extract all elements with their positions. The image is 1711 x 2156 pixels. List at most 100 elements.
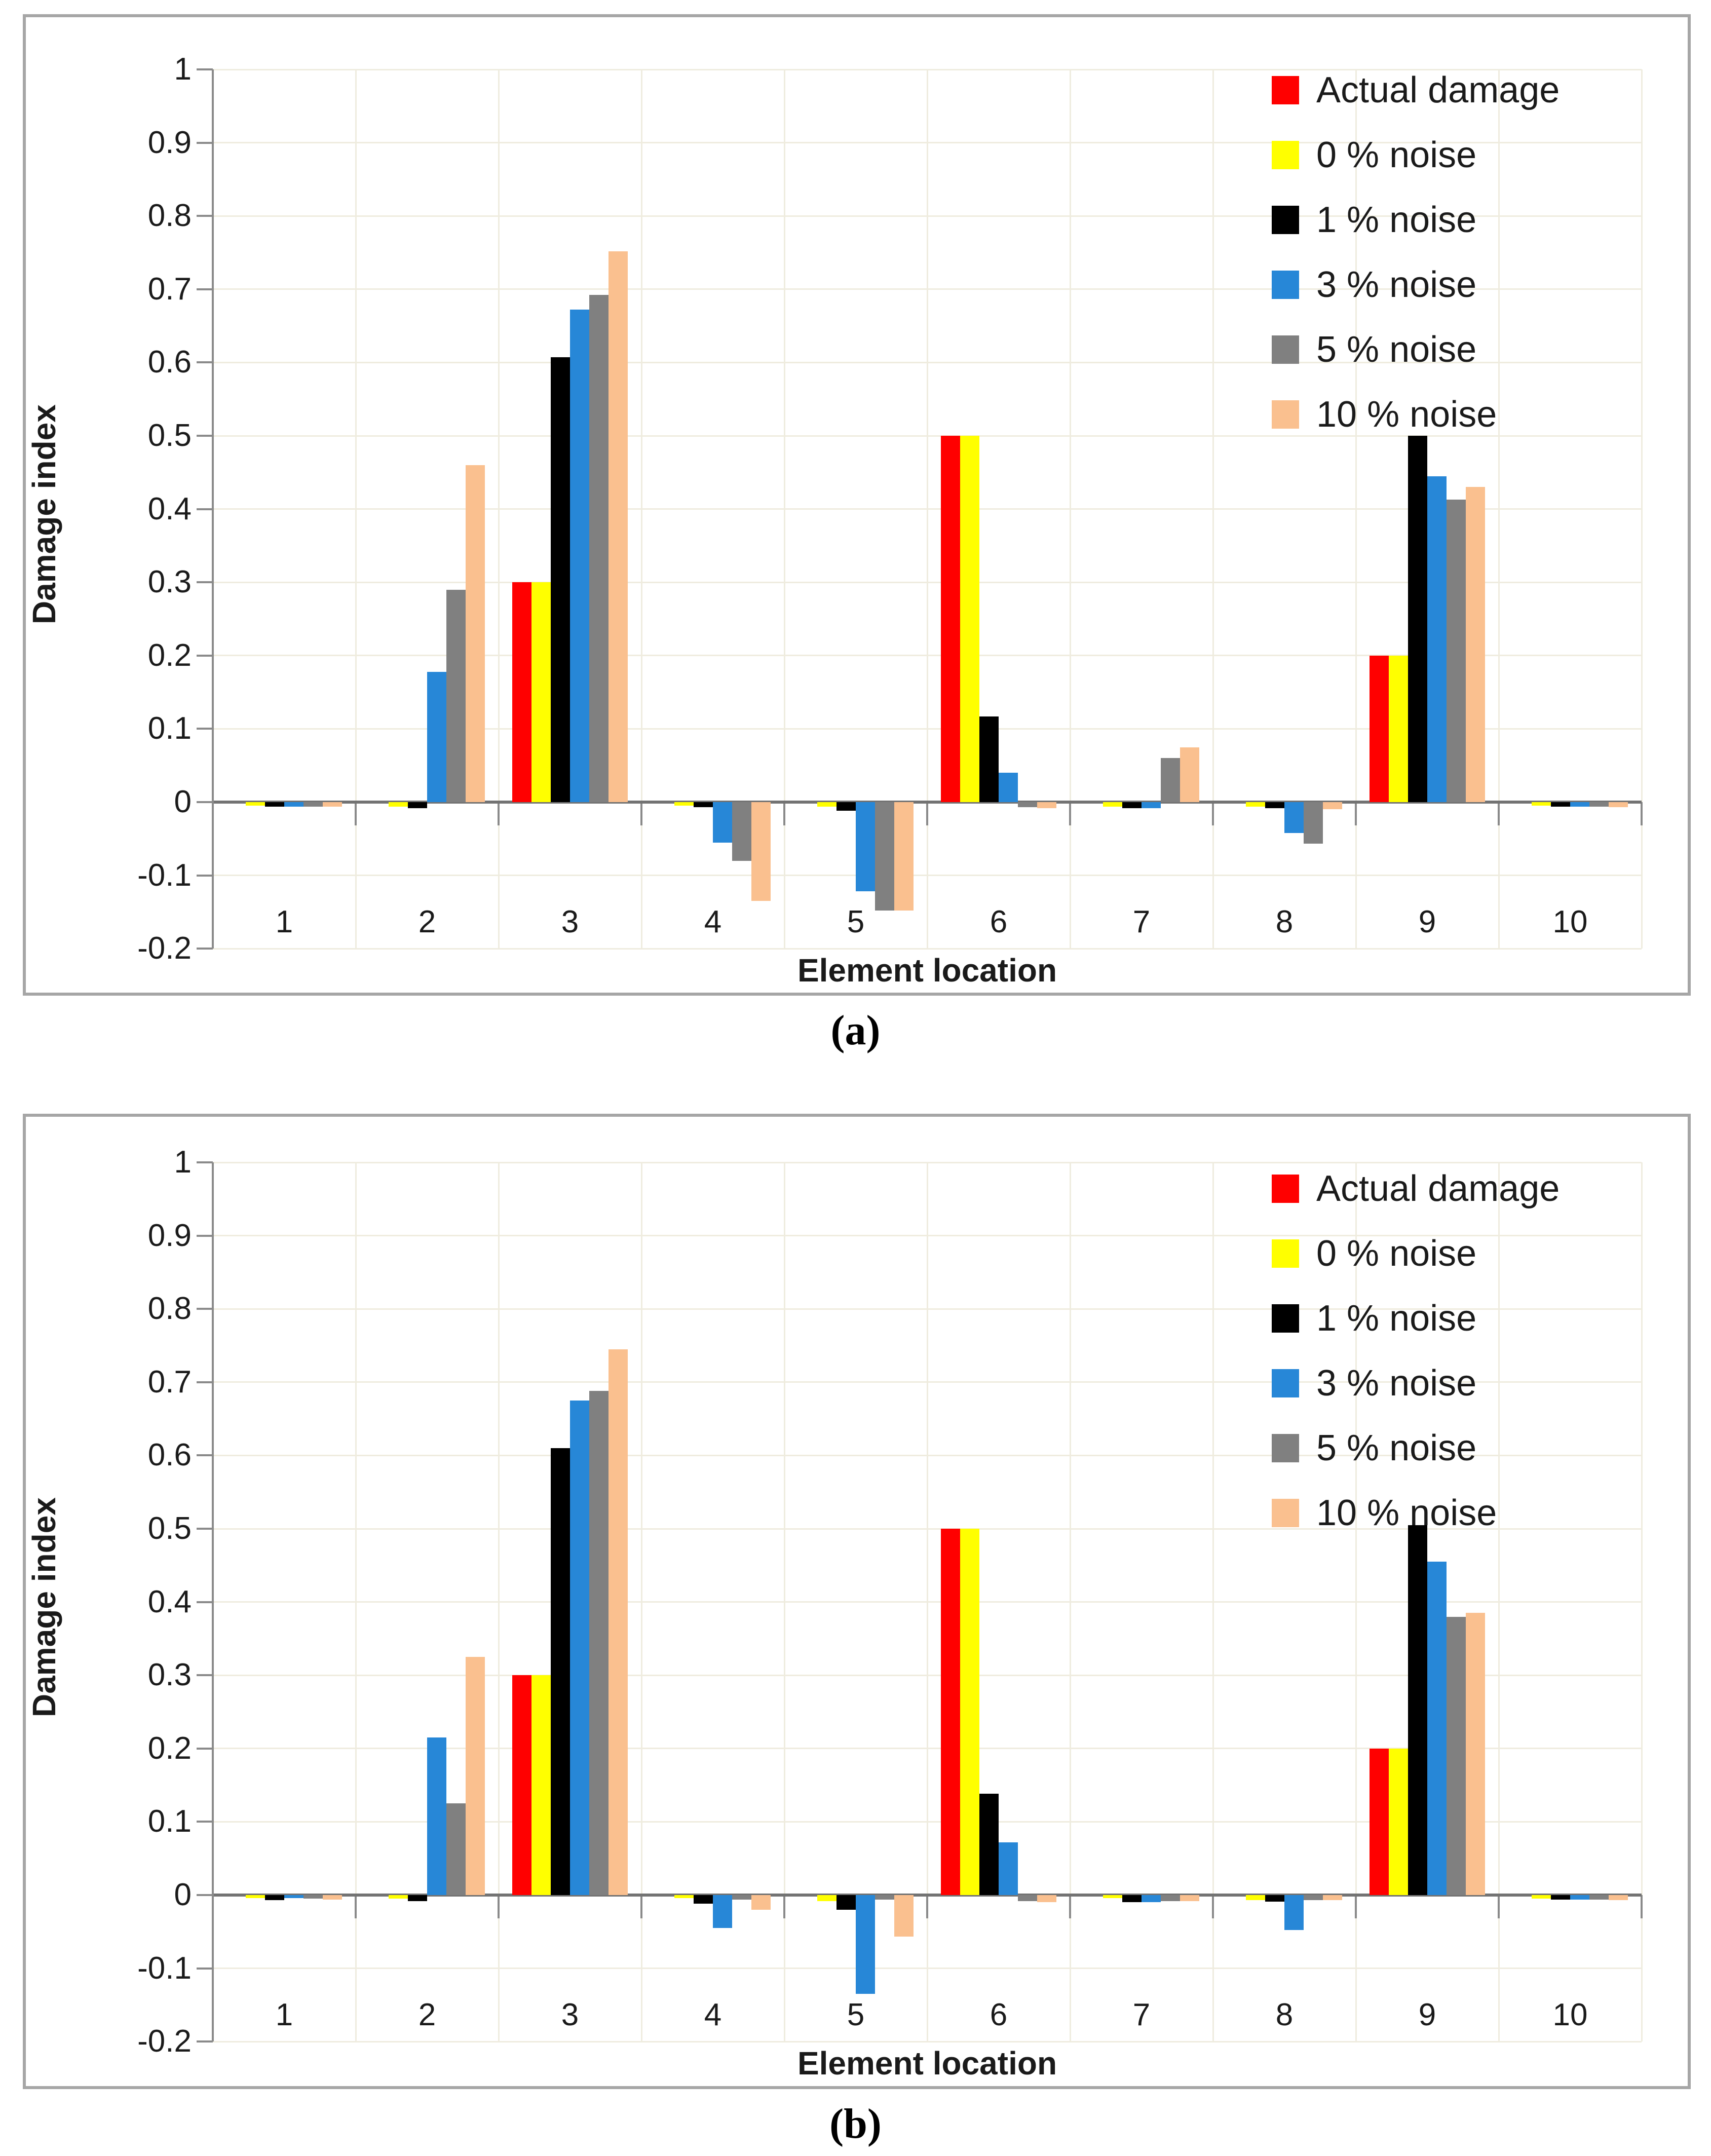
y-tick-label: 0.9 (147, 1218, 192, 1253)
legend-label: Actual damage (1316, 1168, 1560, 1209)
bar-0-noise-el4 (674, 1895, 694, 1898)
x-tick-label: 9 (1418, 904, 1436, 939)
bar-5-noise-el3 (589, 1391, 609, 1895)
bar-1-noise-el10 (1551, 1895, 1570, 1900)
x-tick-label: 7 (1132, 904, 1151, 939)
legend-item: 0 % noise (1272, 137, 1560, 173)
bar-3-noise-el10 (1570, 1895, 1589, 1900)
plot-area-b: 1 0.9 0.8 0.7 0.6 0.5 0.4 0.3 0.2 0.1 0 -0.1 -0.2 1 2 3… (137, 1145, 1643, 2059)
y-axis-tick (197, 948, 213, 950)
bar-5-noise-el10 (1589, 802, 1609, 807)
bar-actual-damage-el3 (512, 1675, 531, 1895)
x-tick-label: 3 (561, 1997, 579, 2032)
legend-swatch-icon (1272, 1304, 1299, 1333)
bar-0-noise-el7 (1103, 802, 1122, 807)
legend-swatch-icon (1272, 1369, 1299, 1397)
bar-10-noise-el10 (1609, 1895, 1628, 1901)
y-axis-title-b: Damage index (26, 1497, 62, 1717)
x-axis-tick (783, 802, 785, 825)
y-axis-tick (197, 654, 213, 657)
horizontal-gridline (213, 1968, 1642, 1970)
bar-5-noise-el9 (1447, 1616, 1466, 1895)
y-axis-tick (197, 1894, 213, 1896)
bar-3-noise-el3 (570, 1400, 589, 1895)
bar-1-noise-el4 (694, 802, 713, 808)
bar-actual-damage-el3 (512, 582, 531, 802)
horizontal-gridline (213, 728, 1642, 730)
y-axis-tick (197, 1308, 213, 1310)
y-axis-tick (197, 801, 213, 803)
x-axis-tick (1355, 1895, 1357, 1918)
x-tick-label: 5 (847, 904, 865, 939)
vertical-gridline (1641, 1162, 1643, 2041)
bar-10-noise-el2 (466, 1657, 485, 1895)
bar-5-noise-el8 (1304, 802, 1323, 844)
legend-label: 1 % noise (1316, 1298, 1477, 1339)
bar-3-noise-el8 (1284, 1895, 1304, 1931)
legend-item: 0 % noise (1272, 1235, 1560, 1272)
y-axis-tick (197, 2040, 213, 2043)
x-axis-title-b: Element location (797, 2045, 1057, 2082)
horizontal-gridline (213, 215, 1642, 217)
bar-5-noise-el7 (1161, 758, 1180, 802)
bar-10-noise-el7 (1180, 747, 1199, 802)
horizontal-gridline (213, 1308, 1642, 1310)
bar-1-noise-el3 (551, 357, 570, 802)
x-axis-tick (1641, 1895, 1643, 1918)
x-axis-tick (926, 802, 928, 825)
bar-1-noise-el2 (408, 802, 427, 808)
y-axis-tick (197, 435, 213, 437)
x-tick-label: 4 (704, 904, 722, 939)
y-axis-tick (197, 1234, 213, 1237)
legend-swatch-icon (1272, 206, 1299, 234)
horizontal-gridline (213, 508, 1642, 510)
legend-label: 10 % noise (1316, 394, 1497, 435)
y-axis-tick (197, 1528, 213, 1530)
bar-0-noise-el3 (531, 582, 551, 802)
x-axis-tick (640, 802, 642, 825)
x-tick-label: 3 (561, 904, 579, 939)
horizontal-gridline (213, 1235, 1642, 1237)
bar-0-noise-el7 (1103, 1895, 1122, 1898)
bar-10-noise-el10 (1609, 802, 1628, 808)
bar-3-noise-el10 (1570, 802, 1589, 807)
bar-10-noise-el4 (751, 802, 771, 901)
y-axis-tick (197, 1161, 213, 1163)
x-tick-label: 8 (1275, 904, 1294, 939)
legend-swatch-icon (1272, 76, 1299, 104)
y-tick-label: 0.6 (147, 1438, 192, 1473)
y-tick-label: 0.2 (147, 637, 192, 673)
horizontal-gridline (213, 142, 1642, 144)
y-tick-label: 0.4 (147, 1584, 192, 1619)
bar-5-noise-el5 (875, 1895, 894, 1900)
y-tick-label: 0.1 (147, 711, 192, 746)
bar-10-noise-el7 (1180, 1895, 1199, 1901)
horizontal-gridline (213, 361, 1642, 363)
legend-item: 1 % noise (1272, 202, 1560, 238)
x-tick-label: 10 (1552, 904, 1588, 939)
legend-label: 3 % noise (1316, 264, 1477, 305)
bar-3-noise-el5 (856, 802, 875, 892)
bar-3-noise-el1 (284, 1895, 303, 1898)
bar-1-noise-el5 (837, 1895, 856, 1910)
horizontal-gridline (213, 1528, 1642, 1530)
bar-3-noise-el7 (1142, 1895, 1161, 1903)
legend-swatch-icon (1272, 141, 1299, 169)
bar-1-noise-el8 (1265, 1895, 1284, 1902)
panel-caption-a: (a) (830, 1007, 881, 1054)
y-axis-line (212, 69, 214, 949)
bar-3-noise-el3 (570, 310, 589, 802)
legend-swatch-icon (1272, 335, 1299, 364)
legend-swatch-icon (1272, 1434, 1299, 1462)
bar-1-noise-el1 (265, 802, 284, 807)
x-axis-zero-line (213, 801, 1642, 804)
bar-0-noise-el8 (1246, 1895, 1265, 1901)
bar-1-noise-el9 (1408, 436, 1427, 802)
legend-item: 5 % noise (1272, 1430, 1560, 1466)
bar-0-noise-el6 (960, 1529, 979, 1895)
bar-0-noise-el1 (246, 802, 265, 806)
x-tick-label: 2 (418, 904, 436, 939)
bar-3-noise-el2 (427, 671, 446, 802)
y-tick-label: 1 (174, 1145, 192, 1180)
bar-5-noise-el4 (732, 1895, 751, 1900)
